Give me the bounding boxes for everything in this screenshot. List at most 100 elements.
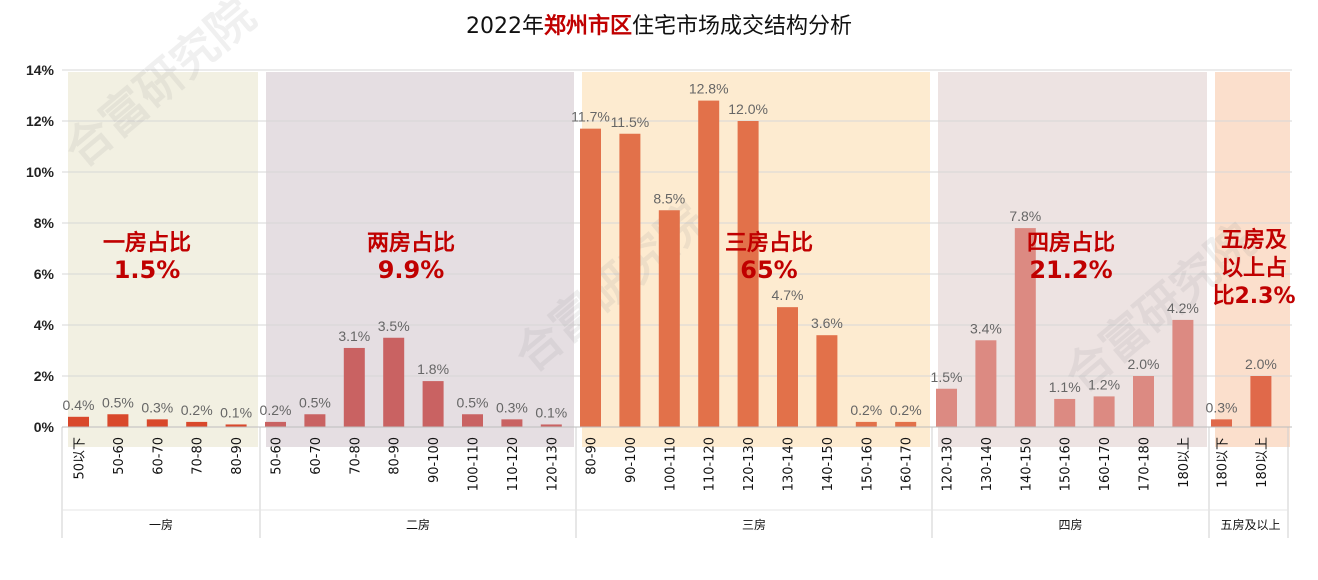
bar	[383, 337, 405, 427]
data-label: 4.2%	[1167, 300, 1199, 316]
bar	[107, 414, 129, 427]
group-share-annotation: 21.2%	[1029, 256, 1112, 284]
x-tick-label: 180以下	[1216, 437, 1231, 488]
x-tick-label: 70-80	[191, 437, 206, 475]
group-background-2	[266, 72, 574, 447]
group-label: 三房	[742, 517, 766, 532]
x-tick-label: 60-70	[309, 437, 324, 475]
data-label: 0.3%	[1206, 399, 1238, 415]
y-tick-label: 6%	[34, 266, 55, 282]
x-tick-label: 90-100	[624, 437, 639, 483]
x-tick-label: 180以上	[1255, 437, 1270, 488]
group-share-annotation: 五房及	[1221, 227, 1288, 253]
bar	[1250, 376, 1272, 427]
data-label: 3.5%	[378, 318, 410, 334]
bar	[737, 121, 759, 427]
data-label: 0.2%	[260, 402, 292, 418]
data-label: 12.0%	[728, 101, 768, 117]
bar	[462, 414, 483, 427]
group-share-annotation: 一房占比	[103, 230, 191, 256]
x-tick-label: 60-70	[151, 437, 166, 475]
group-label: 一房	[149, 517, 173, 532]
bar	[1014, 228, 1036, 427]
bar	[895, 421, 917, 427]
group-share-annotation: 以上占	[1221, 256, 1287, 281]
bar	[816, 335, 838, 427]
x-tick-label: 80-90	[585, 437, 600, 475]
data-label: 11.5%	[611, 114, 650, 130]
x-tick-label: 70-80	[348, 437, 363, 475]
bar	[343, 347, 365, 427]
data-label: 2.0%	[1128, 356, 1160, 372]
bar	[855, 421, 877, 427]
x-tick-label: 110-120	[506, 437, 521, 491]
x-tick-label: 160-170	[900, 437, 915, 491]
x-tick-label: 130-140	[782, 437, 797, 491]
bar	[580, 128, 601, 427]
group-share-annotation: 9.9%	[378, 256, 445, 284]
bar	[1054, 398, 1076, 427]
x-tick-label: 120-130	[941, 437, 956, 491]
x-tick-label: 120-130	[545, 437, 560, 491]
y-tick-label: 8%	[34, 215, 55, 231]
data-label: 2.0%	[1245, 356, 1277, 372]
bar	[68, 416, 89, 427]
bar	[146, 419, 168, 427]
group-share-annotation: 65%	[740, 256, 797, 284]
data-label: 3.6%	[811, 315, 843, 331]
title-highlight: 郑州市区	[544, 13, 632, 39]
x-tick-label: 140-150	[821, 437, 836, 491]
group-share-annotation: 四房占比	[1027, 230, 1115, 256]
y-tick-label: 4%	[34, 317, 55, 333]
group-share-annotation: 两房占比	[367, 230, 455, 256]
bar	[304, 414, 326, 427]
bars	[68, 100, 1272, 427]
group-label: 四房	[1058, 517, 1082, 532]
bar	[1172, 319, 1194, 427]
bar	[975, 340, 997, 427]
axes: 0% 2% 4% 6% 8% 10% 12% 14% 50以下 50-60 60-70 70-80 80…	[26, 62, 1292, 538]
y-tick-label: 12%	[26, 113, 55, 129]
bar	[540, 424, 562, 427]
data-label: 3.1%	[338, 328, 370, 344]
bar	[1211, 419, 1232, 427]
x-tick-label: 160-170	[1098, 437, 1113, 491]
data-label: 0.2%	[890, 402, 922, 418]
data-label: 3.4%	[970, 320, 1002, 336]
chart-title: 2022年郑州市区住宅市场成交结构分析	[466, 13, 852, 39]
data-label: 1.2%	[1088, 376, 1120, 392]
data-label: 7.8%	[1009, 208, 1041, 224]
data-label: 0.3%	[141, 399, 173, 415]
data-label: 0.4%	[63, 397, 95, 413]
x-tick-label: 170-180	[1138, 437, 1153, 491]
x-tick-label: 80-90	[230, 437, 245, 475]
data-label: 0.2%	[850, 402, 882, 418]
bar	[777, 307, 798, 427]
data-label: 0.2%	[181, 402, 213, 418]
x-tick-label: 140-150	[1019, 437, 1034, 491]
x-tick-label: 150-160	[860, 437, 875, 491]
y-tick-label: 2%	[34, 368, 55, 384]
group-share-annotation: 三房占比	[725, 230, 813, 256]
group-share-annotation: 比2.3%	[1212, 284, 1295, 309]
x-tick-label: 100-110	[467, 437, 482, 491]
data-label: 0.5%	[102, 394, 134, 410]
x-tick-label: 90-100	[427, 437, 442, 483]
bar	[501, 419, 523, 427]
data-label: 1.1%	[1049, 379, 1081, 395]
group-label: 五房及以上	[1220, 517, 1280, 532]
data-labels: 0.4% 0.5% 0.3% 0.2% 0.1% 0.2% 0.5% 3.1% 3.5% 1.8%…	[63, 81, 1277, 421]
data-label: 12.8%	[689, 81, 729, 97]
bar	[186, 421, 208, 427]
data-label: 0.5%	[299, 394, 331, 410]
bar	[936, 388, 957, 427]
title-suffix: 住宅市场成交结构分析	[632, 14, 852, 39]
data-label: 0.5%	[457, 394, 489, 410]
x-tick-label: 180以上	[1177, 437, 1192, 488]
data-label: 1.5%	[931, 369, 963, 385]
x-tick-label: 150-160	[1059, 437, 1074, 491]
data-label: 0.1%	[220, 404, 252, 420]
